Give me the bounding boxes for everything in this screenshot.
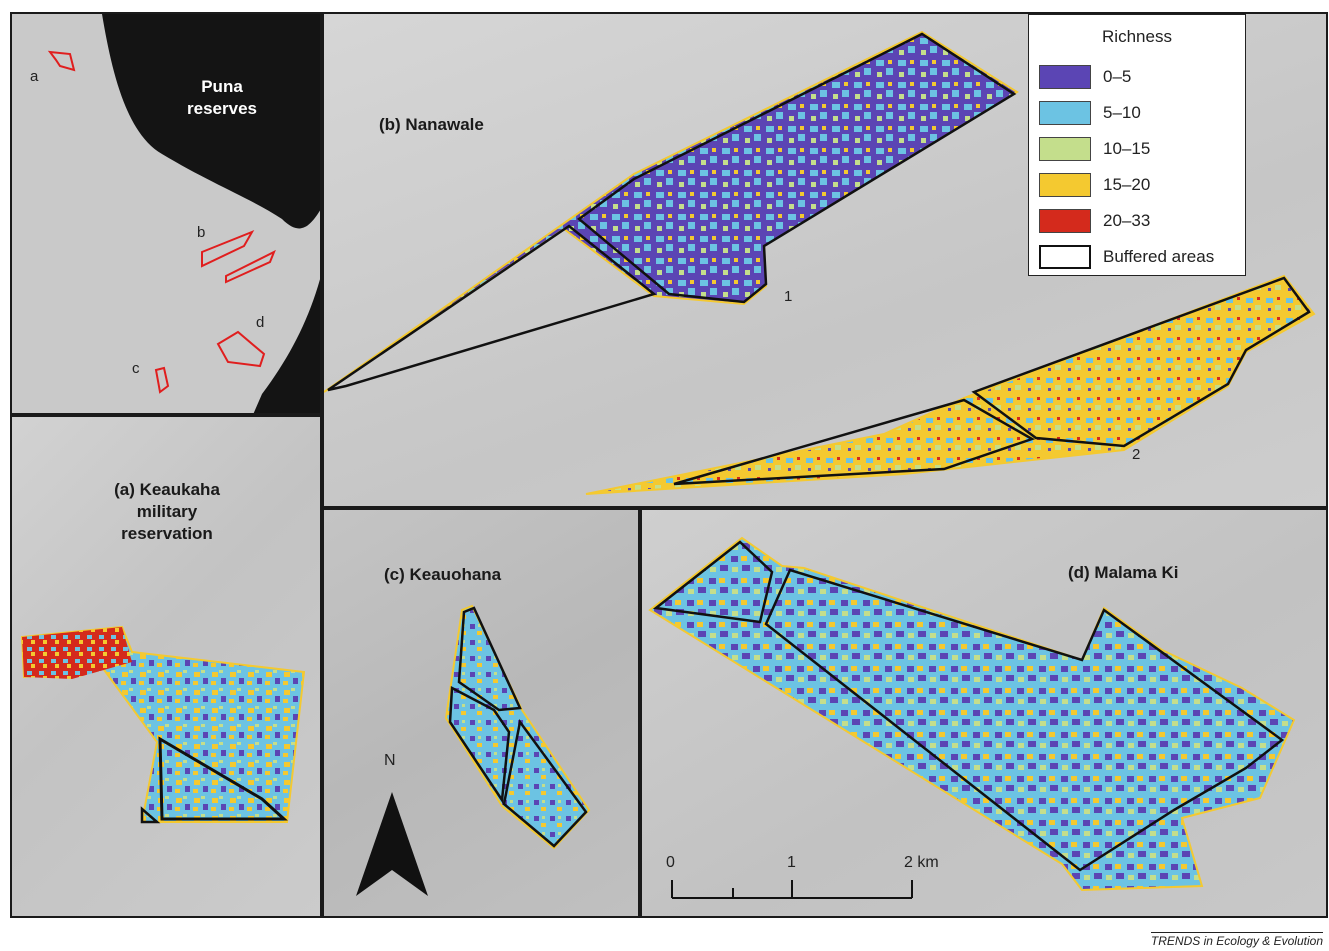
overview-title: Puna reserves [162, 76, 282, 120]
overview-reserve-d [216, 330, 266, 368]
legend-swatch [1039, 245, 1091, 269]
legend-swatch [1039, 209, 1091, 233]
panel-a-keaukaha: (a) Keaukaha military reservation [10, 415, 322, 918]
legend-title: Richness [1102, 27, 1172, 46]
journal-credit: TRENDS in Ecology & Evolution [1150, 932, 1323, 948]
legend-label: 20–33 [1103, 211, 1151, 230]
north-arrow [356, 792, 428, 896]
panel-c-keauohana: (c) Keauohana N [322, 508, 640, 918]
overview-reserve-c [154, 366, 170, 394]
panel-a-title-line1: (a) Keaukaha [114, 480, 220, 499]
overview-reserve-a [47, 50, 76, 72]
panel-b-map [324, 30, 1316, 495]
overview-title-line2: reserves [187, 99, 257, 118]
legend-item: 15–20 [1039, 171, 1150, 199]
legend-swatch [1039, 173, 1091, 197]
panel-b-unit-2-label: 2 [1132, 446, 1141, 463]
panel-d-malama-ki: (d) Malama Ki 0 1 2 km [640, 508, 1328, 918]
overview-label-c: c [132, 360, 140, 377]
panel-c-map [356, 604, 591, 896]
panel-a-title-line3: reservation [121, 524, 213, 543]
scale-tick-0: 0 [666, 854, 675, 871]
legend-label: 10–15 [1103, 139, 1151, 158]
legend-swatch [1039, 65, 1091, 89]
legend-item: 0–5 [1039, 63, 1131, 91]
overview-label-b: b [197, 224, 206, 241]
panel-b-title: (b) Nanawale [379, 115, 484, 134]
overview-label-d: d [256, 314, 265, 331]
panel-d-title: (d) Malama Ki [1068, 563, 1179, 582]
scale-tick-2: 2 km [904, 854, 939, 871]
legend-label: 5–10 [1103, 103, 1141, 122]
legend-swatch [1039, 101, 1091, 125]
legend-item: 5–10 [1039, 99, 1141, 127]
legend-swatch [1039, 137, 1091, 161]
panel-c-title: (c) Keauohana [384, 565, 502, 584]
panel-b-unit-1-label: 1 [784, 288, 793, 305]
overview-label-a: a [30, 68, 39, 85]
overview-reserve-b2 [225, 249, 276, 284]
legend-item: Buffered areas [1039, 243, 1214, 271]
panel-a-title: (a) Keaukaha military reservation [67, 479, 267, 545]
panel-a-map [20, 625, 306, 824]
legend-item: 10–15 [1039, 135, 1150, 163]
overview-map [47, 14, 320, 413]
legend-label: 0–5 [1103, 67, 1132, 86]
scale-tick-1: 1 [787, 854, 796, 871]
scale-bar [671, 880, 913, 899]
north-arrow-label: N [384, 752, 396, 769]
richness-legend: Richness 0–5 5–10 10–15 15–20 20–33 Buff… [1028, 14, 1246, 276]
legend-item: 20–33 [1039, 207, 1150, 235]
overview-reserve-b1 [201, 230, 255, 268]
panel-d-map [648, 536, 1296, 899]
overview-title-line1: Puna [201, 77, 243, 96]
panel-a-title-line2: military [136, 502, 198, 521]
legend-label: Buffered areas [1103, 247, 1215, 266]
overview-map-panel: Puna reserves a b c d [10, 12, 322, 415]
legend-label: 15–20 [1103, 175, 1151, 194]
